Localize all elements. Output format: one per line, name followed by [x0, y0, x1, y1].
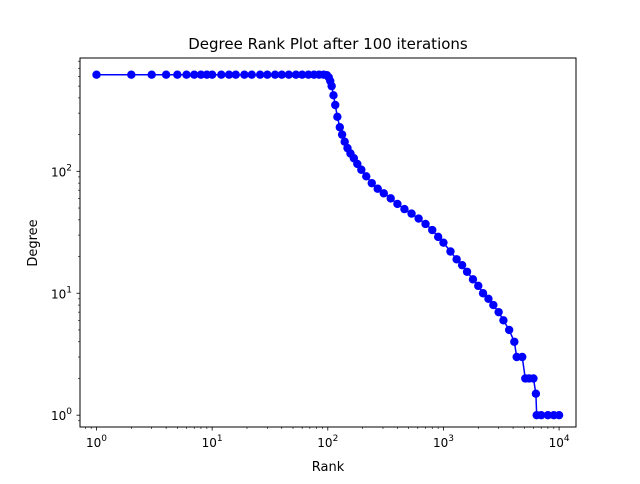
y-tick-label: 101	[51, 285, 72, 301]
data-point	[340, 137, 349, 146]
data-point	[277, 70, 286, 79]
x-tick-label: 102	[317, 434, 338, 450]
y-axis-ticks: 100 101 102	[51, 60, 80, 423]
data-point	[400, 204, 409, 214]
x-axis-ticks: 100 101 102 103 104	[84, 427, 570, 450]
data-point	[247, 70, 256, 79]
data-point	[457, 260, 467, 270]
data-point	[284, 70, 293, 79]
data-point	[421, 219, 430, 229]
data-point	[217, 70, 226, 79]
y-tick-label: 100	[51, 407, 72, 423]
data-point	[494, 307, 503, 317]
data-point	[468, 275, 478, 284]
data-point	[373, 184, 382, 193]
data-point	[196, 70, 206, 79]
data-point	[446, 247, 455, 256]
y-tick-label: 102	[51, 163, 72, 179]
data-point	[127, 70, 136, 79]
x-tick-label: 104	[549, 434, 570, 450]
y-axis-label: Degree	[26, 219, 41, 266]
data-point	[536, 410, 546, 420]
data-point	[190, 70, 199, 79]
data-point	[270, 70, 280, 79]
data-point	[484, 294, 493, 304]
data-point	[510, 337, 519, 346]
data-point	[240, 70, 249, 79]
data-point	[386, 194, 395, 203]
data-point	[543, 410, 553, 420]
chart-title: Degree Rank Plot after 100 iterations	[188, 35, 468, 53]
data-point	[353, 159, 362, 169]
data-point	[499, 316, 508, 325]
data-point	[291, 70, 301, 79]
data-point	[379, 189, 389, 198]
data-point	[489, 300, 498, 310]
data-point	[231, 70, 240, 79]
data-point	[327, 81, 336, 91]
data-point	[297, 70, 307, 79]
data-point	[173, 70, 182, 79]
data-point	[452, 255, 461, 264]
data-point	[554, 410, 564, 420]
data-point	[414, 214, 423, 223]
data-point	[263, 70, 272, 79]
data-point	[529, 374, 538, 383]
data-point	[531, 389, 541, 398]
data-point	[504, 325, 514, 335]
data-point	[518, 352, 527, 362]
data-point	[224, 70, 234, 79]
x-tick-label: 100	[86, 434, 107, 450]
data-point	[474, 281, 483, 291]
data-point	[161, 70, 171, 79]
data-point	[357, 165, 366, 174]
data-point	[433, 232, 443, 242]
data-point	[182, 70, 191, 79]
data-point	[428, 225, 437, 235]
data-point	[367, 178, 376, 188]
data-point	[439, 238, 448, 247]
data-point	[207, 70, 217, 79]
data-point	[329, 91, 338, 100]
data-point	[92, 70, 101, 79]
data-point	[462, 267, 472, 276]
x-tick-label: 101	[202, 434, 223, 450]
data-point	[335, 123, 344, 132]
data-point	[362, 172, 371, 181]
x-tick-label: 103	[433, 434, 454, 450]
data-point	[393, 199, 402, 209]
data-point	[333, 112, 342, 122]
data-point	[147, 70, 156, 79]
data-point	[255, 70, 265, 79]
data-point	[407, 209, 416, 218]
data-point	[337, 130, 347, 139]
x-axis-label: Rank	[312, 460, 345, 475]
plot-area	[92, 70, 564, 420]
data-point	[331, 100, 340, 110]
data-point	[478, 289, 488, 298]
